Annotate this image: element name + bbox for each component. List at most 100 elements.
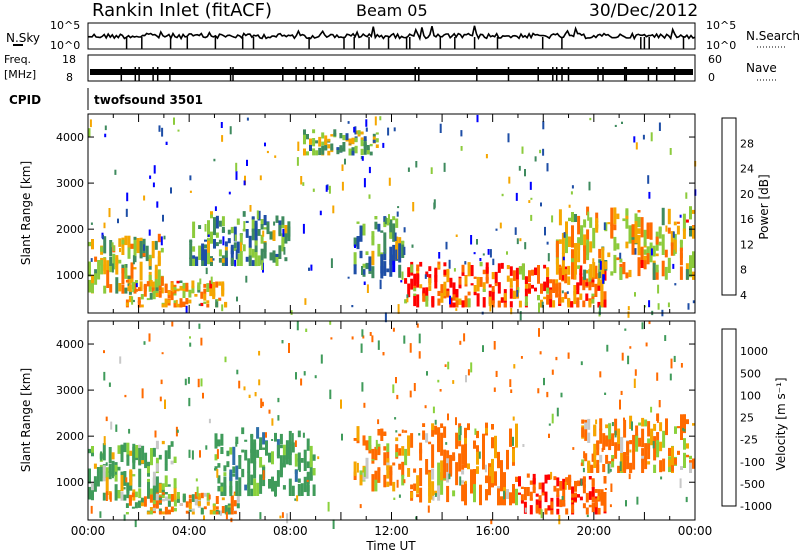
velocity-cell	[164, 464, 168, 471]
power-cell	[643, 255, 647, 261]
velocity-cell	[250, 474, 254, 486]
velocity-cell	[596, 441, 600, 450]
velocity-cell	[229, 485, 233, 497]
velocity-cell	[550, 501, 554, 509]
velocity-scatter	[597, 496, 600, 500]
power-cell	[167, 295, 171, 299]
power-cell	[643, 249, 647, 255]
velocity-cell	[559, 481, 563, 491]
velocity-cell	[297, 484, 301, 497]
noise-left-tick-top: 10^5	[50, 19, 80, 32]
power-cell	[585, 282, 589, 286]
power-scatter	[236, 296, 238, 302]
velocity-cell	[584, 429, 588, 441]
velocity-cell	[386, 443, 390, 452]
noise-left-tick-bottom: 10^0	[50, 39, 80, 52]
power-cell	[97, 260, 101, 266]
power-cell	[616, 213, 620, 220]
velocity-cell	[584, 419, 588, 423]
power-cell	[145, 258, 149, 262]
power-cell	[434, 267, 438, 283]
power-cell	[281, 216, 285, 225]
power-cell	[577, 215, 581, 235]
velocity-cell	[173, 507, 177, 512]
power-scatter	[430, 167, 433, 174]
velocity-cell	[220, 447, 224, 454]
velocity-scatter	[595, 419, 598, 425]
power-cell	[218, 220, 222, 227]
velocity-cell	[120, 475, 124, 491]
velocity-scatter	[216, 449, 219, 459]
velocity-cell	[559, 499, 563, 508]
power-cell	[619, 258, 623, 263]
power-cell	[434, 275, 438, 289]
velocity-cell	[359, 473, 363, 486]
power-cell	[655, 253, 659, 257]
power-cell	[534, 267, 537, 274]
power-cell	[215, 299, 219, 308]
power-cell	[109, 284, 113, 293]
power-scatter	[453, 268, 456, 272]
power-cell	[242, 228, 246, 232]
power-scatter	[692, 300, 695, 304]
velocity-scatter	[509, 379, 512, 387]
power-cell	[667, 257, 671, 273]
velocity-cell	[410, 492, 414, 499]
power-cell	[500, 297, 504, 303]
power-cell	[221, 216, 225, 227]
velocity-scatter	[197, 378, 200, 388]
velocity-scatter	[548, 423, 551, 426]
power-cell	[112, 253, 116, 268]
velocity-scatter	[609, 504, 612, 508]
velocity-cell	[641, 458, 645, 473]
power-cell	[488, 284, 492, 288]
beam-label: Beam 05	[356, 1, 428, 20]
velocity-cell	[665, 422, 668, 432]
velocity-scatter	[356, 462, 359, 473]
power-cell	[318, 147, 322, 156]
velocity-cell	[152, 508, 156, 512]
velocity-cell	[680, 427, 683, 440]
velocity-cell	[143, 500, 147, 505]
power-scatter	[400, 280, 403, 283]
power-cell	[239, 233, 243, 245]
noise-right-tick-top: 10^5	[706, 19, 736, 32]
velocity-cell	[197, 501, 201, 507]
power-cell	[342, 142, 346, 152]
power-cell	[206, 304, 210, 308]
velocity-scatter	[296, 321, 299, 331]
power-scatter	[614, 124, 617, 127]
power-cell	[368, 271, 372, 274]
power-cell	[431, 296, 435, 308]
velocity-scatter	[262, 470, 265, 480]
power-cell	[582, 276, 586, 291]
power-cell	[380, 230, 384, 233]
power-scatter	[394, 232, 397, 241]
velocity-scatter	[465, 375, 467, 383]
power-scatter	[125, 208, 128, 217]
velocity-scatter	[524, 507, 527, 513]
power-scatter	[125, 264, 128, 268]
velocity-cell	[629, 463, 633, 473]
velocity-cell	[206, 498, 210, 505]
power-cell	[209, 280, 213, 289]
power-cell	[360, 148, 364, 155]
power-cell	[473, 276, 477, 279]
velocity-scatter	[416, 323, 419, 328]
power-cell	[413, 295, 417, 307]
velocity-scatter	[601, 447, 604, 452]
velocity-scatter	[188, 449, 191, 458]
velocity-cell	[203, 492, 207, 497]
power-scatter	[460, 130, 463, 137]
power-cell	[368, 256, 372, 272]
velocity-ytick-label: 1000	[56, 476, 84, 489]
power-cell	[485, 262, 489, 274]
power-cell	[497, 263, 501, 273]
power-scatter	[443, 162, 446, 172]
power-scatter	[300, 176, 303, 185]
power-cell	[583, 234, 587, 252]
velocity-cell	[265, 441, 268, 456]
power-cell	[422, 287, 426, 296]
velocity-cell	[659, 441, 663, 452]
